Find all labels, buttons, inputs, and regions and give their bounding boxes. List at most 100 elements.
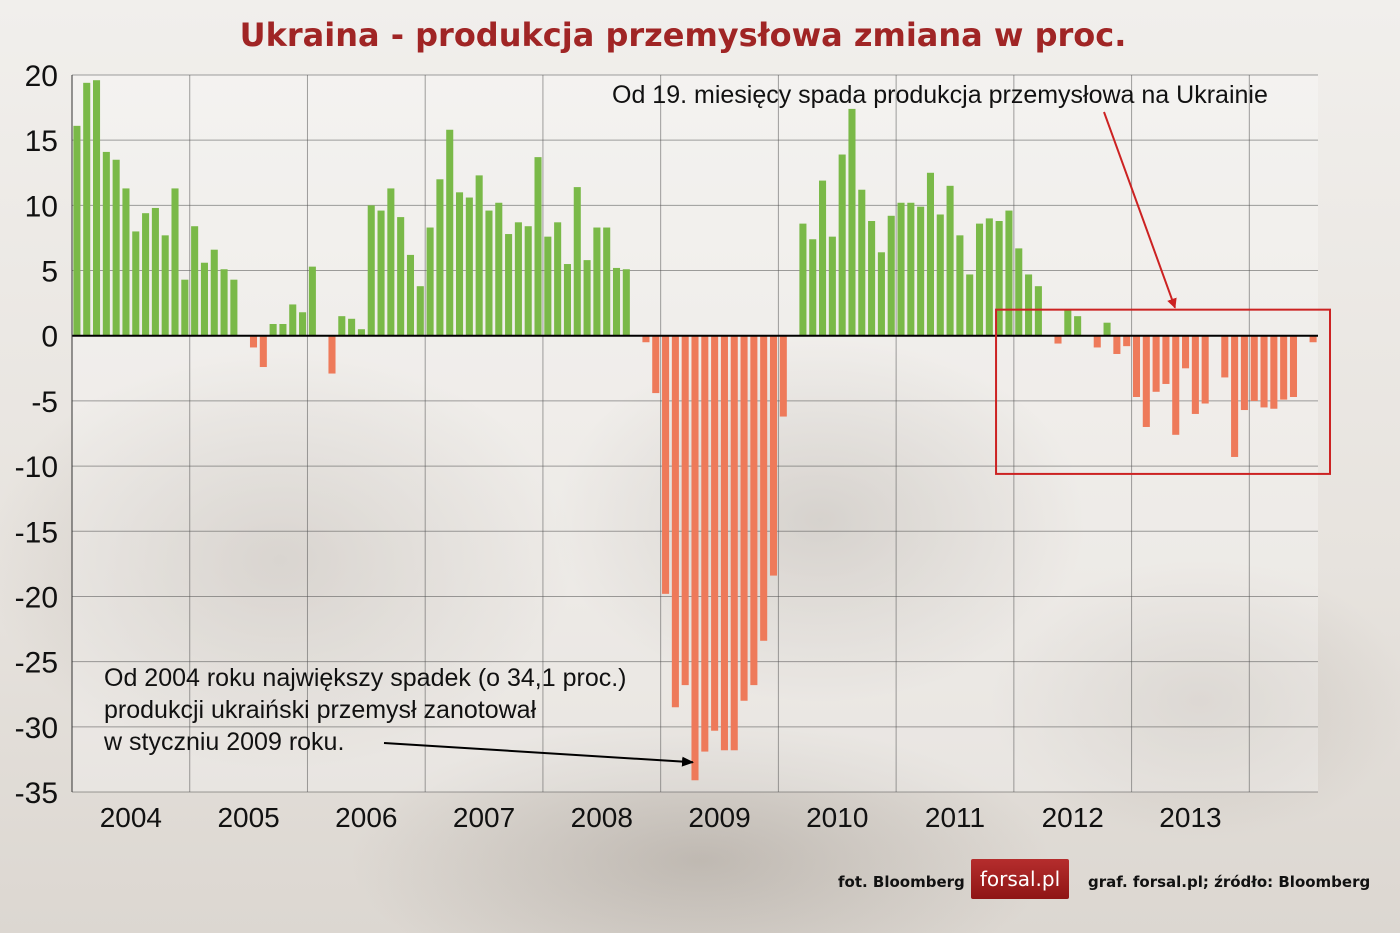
- bar: [210, 249, 218, 336]
- bar: [1074, 316, 1082, 336]
- bar: [985, 218, 993, 336]
- bar: [740, 335, 748, 701]
- bar: [554, 222, 562, 336]
- bar: [377, 210, 385, 336]
- bar: [819, 180, 827, 336]
- bar: [877, 252, 885, 336]
- y-tick-label: 5: [41, 256, 58, 289]
- annotation-bottom-arrow: [383, 742, 694, 767]
- bar: [583, 260, 591, 336]
- source-credit: graf. forsal.pl; źródło: Bloomberg: [1088, 873, 1371, 891]
- x-tick-label: 2013: [1159, 802, 1221, 833]
- bar: [1191, 335, 1199, 414]
- bar: [887, 215, 895, 336]
- annotation-top-arrow: [1103, 111, 1177, 309]
- bar: [102, 151, 110, 336]
- bar: [456, 192, 464, 336]
- bar: [1309, 335, 1317, 343]
- bar: [828, 236, 836, 336]
- bar: [750, 335, 758, 686]
- axes: [71, 75, 1318, 792]
- bar: [760, 335, 768, 641]
- y-tick-label: -25: [15, 647, 58, 680]
- bar: [848, 108, 856, 336]
- forsal-logo[interactable]: forsal.pl: [971, 859, 1069, 899]
- bar: [1142, 335, 1150, 427]
- bar: [357, 329, 365, 336]
- annotation-top-text: Od 19. miesięcy spada produkcja przemysł…: [612, 81, 1268, 109]
- bar: [1025, 274, 1033, 336]
- bar: [975, 223, 984, 336]
- bar: [142, 213, 150, 336]
- x-tick-label: 2008: [571, 802, 633, 833]
- bar: [73, 125, 81, 336]
- annotation-bottom-text: produkcji ukraiński przemysł zanotował: [104, 696, 537, 724]
- bar: [200, 262, 208, 336]
- bar: [681, 335, 689, 686]
- bar: [514, 222, 522, 336]
- bar: [485, 210, 493, 336]
- bar: [299, 312, 307, 336]
- bar: [446, 129, 454, 336]
- bar: [151, 207, 159, 336]
- y-tick-label: -30: [15, 712, 58, 745]
- bar: [495, 202, 503, 336]
- bar: [593, 227, 601, 336]
- bar: [799, 223, 807, 336]
- bar: [524, 226, 532, 336]
- bar: [269, 323, 277, 336]
- bar: [838, 154, 846, 336]
- bar: [995, 221, 1003, 336]
- bar: [701, 335, 709, 752]
- y-tick-labels: 20 15 10 5 0 -5 -10 -15 -20 -25 -30 -35: [15, 60, 58, 810]
- y-tick-label: -10: [15, 451, 58, 484]
- bar: [1162, 335, 1170, 384]
- bar: [416, 286, 424, 336]
- x-tick-label: 2007: [453, 802, 515, 833]
- bar: [171, 188, 179, 336]
- bar: [289, 304, 297, 336]
- bar: [1289, 335, 1298, 397]
- bar: [1113, 335, 1121, 354]
- bar: [917, 206, 925, 336]
- bar: [642, 335, 650, 343]
- bar: [544, 236, 552, 336]
- bar: [230, 279, 238, 336]
- bar: [563, 264, 571, 336]
- y-tick-label: 0: [41, 321, 58, 354]
- bar: [926, 172, 934, 336]
- bar: [161, 235, 169, 336]
- bar: [465, 197, 473, 336]
- bar: [809, 239, 817, 336]
- bar: [730, 335, 738, 751]
- bar: [1270, 335, 1278, 409]
- bar: [1260, 335, 1268, 408]
- bar: [406, 254, 415, 336]
- bar-series: [73, 80, 1317, 781]
- bar: [662, 335, 670, 594]
- bar: [1182, 335, 1190, 369]
- photo-credit: fot. Bloomberg: [838, 873, 965, 891]
- bar: [1123, 335, 1131, 347]
- bar: [367, 205, 375, 336]
- bar: [691, 335, 699, 781]
- bar: [249, 335, 258, 348]
- annotation-bottom-text: w styczniu 2009 roku.: [103, 728, 344, 756]
- bar: [259, 335, 267, 368]
- bar: [936, 214, 944, 336]
- bar: [868, 221, 876, 336]
- y-tick-label: 15: [25, 125, 58, 158]
- x-tick-label: 2011: [925, 802, 985, 833]
- bar: [1093, 335, 1101, 348]
- bar: [1103, 322, 1111, 336]
- x-tick-label: 2005: [217, 802, 279, 833]
- bar: [573, 187, 581, 336]
- x-tick-label: 2004: [100, 802, 162, 833]
- x-tick-labels: 2004 2005 2006 2007 2008 2009 2010 2011 2012 2013: [100, 802, 1222, 833]
- y-tick-label: -20: [15, 581, 58, 614]
- bar: [769, 335, 778, 576]
- x-tick-label: 2010: [806, 802, 868, 833]
- bar: [132, 231, 140, 336]
- y-tick-label: 20: [25, 60, 58, 93]
- bar: [181, 279, 189, 336]
